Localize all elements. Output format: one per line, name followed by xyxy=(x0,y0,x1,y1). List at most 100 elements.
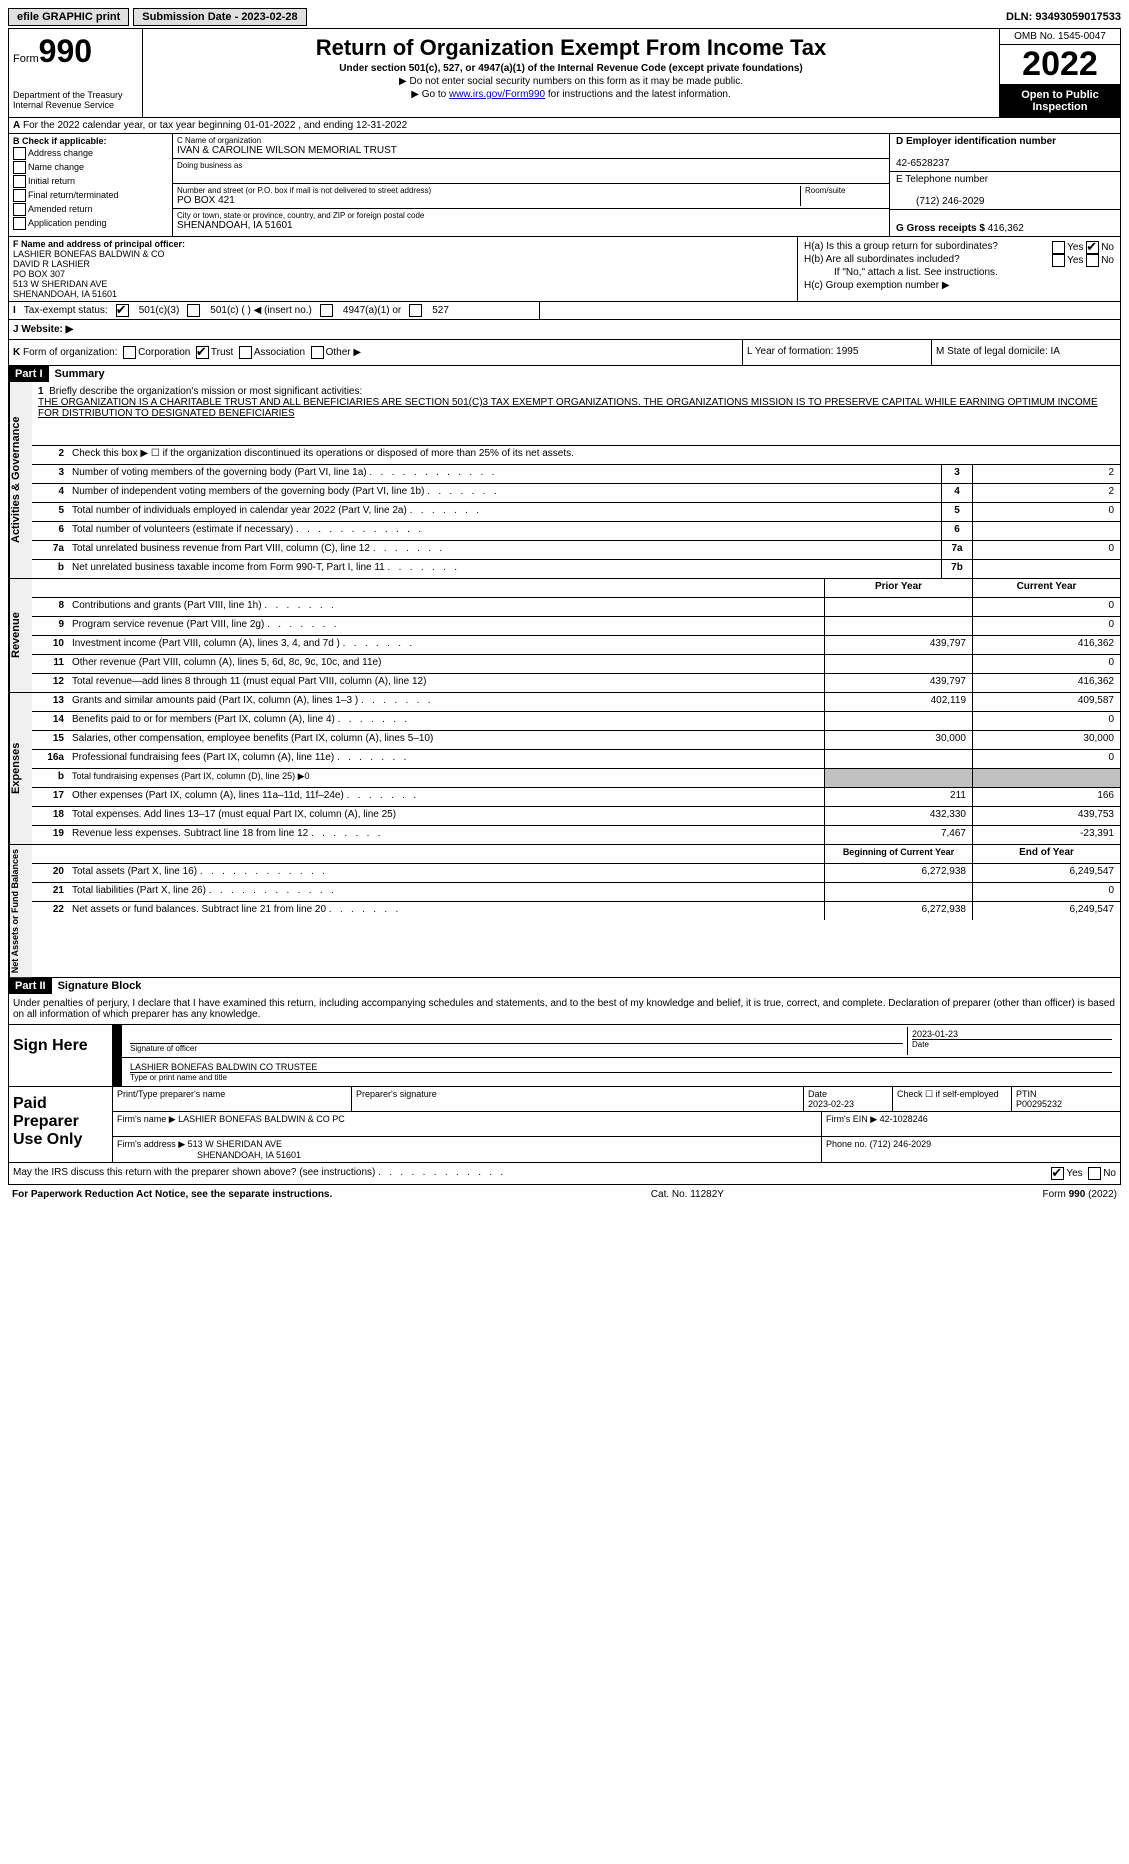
gross-row: G Gross receipts $ 416,362 xyxy=(890,210,1120,236)
line15-prior: 30,000 xyxy=(824,731,972,749)
trust-checkbox[interactable] xyxy=(196,346,209,359)
row-j-text: Website: ▶ xyxy=(21,324,73,335)
line18-current: 439,753 xyxy=(972,807,1120,825)
col-f: F Name and address of principal officer:… xyxy=(9,237,798,301)
section-bcd: B Check if applicable: Address change Na… xyxy=(9,134,1120,237)
efile-print-button[interactable]: efile GRAPHIC print xyxy=(8,8,129,26)
mission-label: Briefly describe the organization's miss… xyxy=(49,386,362,397)
line15-text: Salaries, other compensation, employee b… xyxy=(68,731,824,749)
footer-left: For Paperwork Reduction Act Notice, see … xyxy=(12,1189,332,1200)
col-h: H(a) Is this a group return for subordin… xyxy=(798,237,1120,301)
line5-box: 5 xyxy=(941,503,972,521)
netassets-side-label: Net Assets or Fund Balances xyxy=(9,845,32,977)
line19-prior: 7,467 xyxy=(824,826,972,844)
discuss-yes-checkbox[interactable] xyxy=(1051,1167,1064,1180)
hb-yes-checkbox[interactable] xyxy=(1052,254,1065,267)
org-name-row: C Name of organization IVAN & CAROLINE W… xyxy=(173,134,889,159)
line12-current: 416,362 xyxy=(972,674,1120,692)
line5-val: 0 xyxy=(972,503,1120,521)
opt-amended-return[interactable]: Amended return xyxy=(13,203,168,216)
form-note1: ▶ Do not enter social security numbers o… xyxy=(147,76,995,87)
line4-box: 4 xyxy=(941,484,972,502)
header-center: Return of Organization Exempt From Incom… xyxy=(143,29,999,117)
other-checkbox[interactable] xyxy=(311,346,324,359)
line3-box: 3 xyxy=(941,465,972,483)
row-j-label: J xyxy=(13,324,19,335)
submission-date-button[interactable]: Submission Date - 2023-02-28 xyxy=(133,8,306,26)
form-word: Form xyxy=(13,53,39,65)
governance-section: Activities & Governance 1 Briefly descri… xyxy=(9,382,1120,579)
irs-link[interactable]: www.irs.gov/Form990 xyxy=(449,89,545,100)
501c-checkbox[interactable] xyxy=(187,304,200,317)
mission-block: 1 Briefly describe the organization's mi… xyxy=(32,382,1120,445)
corp-checkbox[interactable] xyxy=(123,346,136,359)
phone-row: E Telephone number (712) 246-2029 xyxy=(890,172,1120,210)
org-name-label: C Name of organization xyxy=(177,136,885,145)
discuss-no-checkbox[interactable] xyxy=(1088,1167,1101,1180)
line7b-box: 7b xyxy=(941,560,972,578)
sign-date-field: 2023-01-23 Date xyxy=(907,1027,1116,1055)
ha-no-checkbox[interactable] xyxy=(1086,241,1099,254)
line6-text: Total number of volunteers (estimate if … xyxy=(68,522,941,540)
row-k-label: K xyxy=(13,347,20,358)
line8-text: Contributions and grants (Part VIII, lin… xyxy=(68,598,824,616)
officer-label: F Name and address of principal officer: xyxy=(13,239,185,249)
501c3-checkbox[interactable] xyxy=(116,304,129,317)
open-public-badge: Open to Public Inspection xyxy=(1000,85,1120,117)
line18-prior: 432,330 xyxy=(824,807,972,825)
line19-text: Revenue less expenses. Subtract line 18 … xyxy=(68,826,824,844)
officer-signature-field[interactable]: Signature of officer xyxy=(126,1027,907,1055)
room-label: Room/suite xyxy=(805,186,885,195)
part2-title: Signature Block xyxy=(52,978,148,994)
col-c: C Name of organization IVAN & CAROLINE W… xyxy=(173,134,889,236)
prior-year-header: Prior Year xyxy=(824,579,972,597)
hb-no-checkbox[interactable] xyxy=(1086,254,1099,267)
opt-initial-return[interactable]: Initial return xyxy=(13,175,168,188)
ha-row: H(a) Is this a group return for subordin… xyxy=(804,241,1114,252)
part2-header-row: Part II Signature Block xyxy=(9,978,1120,994)
opt-name-change[interactable]: Name change xyxy=(13,161,168,174)
part1-header-row: Part I Summary xyxy=(9,366,1120,382)
line10-current: 416,362 xyxy=(972,636,1120,654)
tax-status-label: Tax-exempt status: xyxy=(24,305,108,316)
line8-current: 0 xyxy=(972,598,1120,616)
line3-text: Number of voting members of the governin… xyxy=(68,465,941,483)
part1-header: Part I xyxy=(9,366,49,382)
opt-address-change[interactable]: Address change xyxy=(13,147,168,160)
ha-text: H(a) Is this a group return for subordin… xyxy=(804,241,998,252)
line15-current: 30,000 xyxy=(972,731,1120,749)
line22-text: Net assets or fund balances. Subtract li… xyxy=(68,902,824,920)
line14-current: 0 xyxy=(972,712,1120,730)
org-name-value: IVAN & CAROLINE WILSON MEMORIAL TRUST xyxy=(177,145,885,156)
opt-application-pending[interactable]: Application pending xyxy=(13,217,168,230)
year-formation: L Year of formation: 1995 xyxy=(742,340,931,365)
4947-checkbox[interactable] xyxy=(320,304,333,317)
netassets-section: Net Assets or Fund Balances Beginning of… xyxy=(9,845,1120,978)
prep-sig-cell[interactable]: Preparer's signature xyxy=(352,1087,804,1111)
preparer-label: Paid Preparer Use Only xyxy=(9,1087,113,1162)
gross-value: 416,362 xyxy=(988,223,1024,234)
form-number: 990 xyxy=(39,33,92,69)
line12-text: Total revenue—add lines 8 through 11 (mu… xyxy=(68,674,824,692)
prep-check-cell[interactable]: Check ☐ if self-employed xyxy=(893,1087,1012,1111)
527-checkbox[interactable] xyxy=(409,304,422,317)
opt-final-return[interactable]: Final return/terminated xyxy=(13,189,168,202)
expenses-section: Expenses 13Grants and similar amounts pa… xyxy=(9,693,1120,845)
addr-label: Number and street (or P.O. box if mail i… xyxy=(177,186,800,195)
line17-text: Other expenses (Part IX, column (A), lin… xyxy=(68,788,824,806)
assoc-checkbox[interactable] xyxy=(239,346,252,359)
line17-prior: 211 xyxy=(824,788,972,806)
prep-date-cell: Date2023-02-23 xyxy=(804,1087,893,1111)
form-header: Form990 Department of the Treasury Inter… xyxy=(9,29,1120,118)
line16a-text: Professional fundraising fees (Part IX, … xyxy=(68,750,824,768)
addr-value: PO BOX 421 xyxy=(177,195,800,206)
firm-phone-cell: Phone no. (712) 246-2029 xyxy=(822,1137,1120,1162)
line7a-text: Total unrelated business revenue from Pa… xyxy=(68,541,941,559)
dba-label: Doing business as xyxy=(177,161,885,170)
officer-line1: LASHIER BONEFAS BALDWIN & CO xyxy=(13,249,165,259)
line6-box: 6 xyxy=(941,522,972,540)
ha-yes-checkbox[interactable] xyxy=(1052,241,1065,254)
revenue-side-label: Revenue xyxy=(9,579,32,692)
firm-addr-cell: Firm's address ▶ 513 W SHERIDAN AVESHENA… xyxy=(113,1137,822,1162)
line14-prior xyxy=(824,712,972,730)
